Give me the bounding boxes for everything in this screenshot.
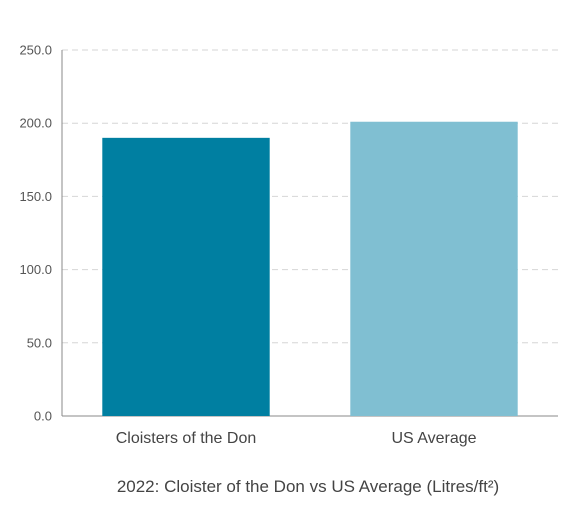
y-tick-label: 0.0	[34, 409, 52, 424]
y-axis-ticks: 0.0 50.0 100.0 150.0 200.0 250.0	[19, 43, 52, 424]
bar-cloisters-of-the-don	[102, 137, 270, 416]
bar-us-average	[350, 121, 518, 417]
chart-title: 2022: Cloister of the Don vs US Average …	[117, 477, 499, 496]
y-tick-label: 200.0	[19, 116, 52, 131]
x-tick-label: Cloisters of the Don	[116, 430, 257, 447]
y-tick-label: 50.0	[27, 335, 52, 350]
x-axis-ticks: Cloisters of the Don US Average	[116, 430, 477, 447]
y-tick-label: 150.0	[19, 189, 52, 204]
x-tick-label: US Average	[391, 430, 476, 447]
bars	[102, 121, 518, 417]
y-tick-label: 100.0	[19, 262, 52, 277]
y-tick-label: 250.0	[19, 43, 52, 58]
